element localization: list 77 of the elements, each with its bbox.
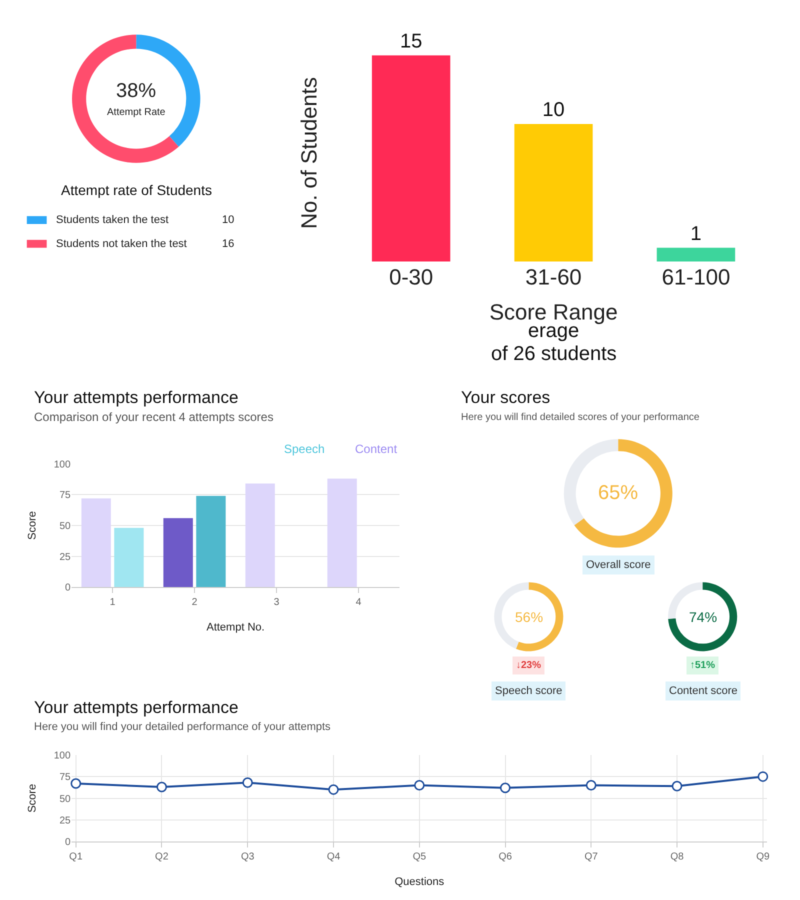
y-tick-label: 0 xyxy=(65,837,71,848)
x-tick-label: 0-30 xyxy=(389,264,434,290)
x-tick-label: Q7 xyxy=(584,852,598,863)
chart-subtitle: Here you will find your detailed performance of your attempts xyxy=(34,721,332,733)
y-tick-label: 75 xyxy=(59,490,71,502)
text: of 26 students xyxy=(491,343,617,365)
y-tick-label: 75 xyxy=(59,772,71,784)
donut-slice xyxy=(72,34,179,163)
bar xyxy=(163,518,193,588)
x-tick-label: 4 xyxy=(356,597,362,608)
bar xyxy=(196,496,226,588)
y-tick-label: 0 xyxy=(65,582,71,594)
data-label: 15 xyxy=(400,30,422,52)
point xyxy=(672,780,682,792)
point xyxy=(414,780,425,791)
text: ↑51% xyxy=(690,660,716,671)
x-axis-title: Attempt No. xyxy=(206,621,265,634)
y-axis-title: Score xyxy=(26,511,39,540)
bar xyxy=(114,528,144,588)
chart-title: Your attempts performance xyxy=(34,388,238,407)
point xyxy=(758,771,768,782)
legend-label: Students taken the test xyxy=(56,214,169,226)
y-tick-label: 50 xyxy=(59,794,71,805)
x-tick-label: 1 xyxy=(110,597,116,608)
bar xyxy=(327,478,357,588)
chart-title: Your attempts performance xyxy=(34,698,238,717)
y-tick-label: 25 xyxy=(59,815,71,826)
text: 56% xyxy=(515,609,544,625)
x-tick-label: Q3 xyxy=(240,852,255,863)
chart-title: Your scores xyxy=(461,388,550,407)
text: Speech xyxy=(284,442,325,456)
data-label: 16 xyxy=(222,238,234,250)
x-tick-label: Q6 xyxy=(498,852,512,863)
y-tick-label: 25 xyxy=(59,552,71,563)
y-tick-label: 100 xyxy=(54,459,71,470)
series-label: Content xyxy=(355,442,398,456)
y-tick-label: 50 xyxy=(59,520,71,532)
donut-slice xyxy=(516,582,564,652)
text: Overall score xyxy=(586,559,651,571)
chart-subtitle: Here you will find detailed scores of your performance xyxy=(461,412,700,423)
point xyxy=(242,777,253,788)
x-tick-label: Q2 xyxy=(155,852,169,863)
x-axis-title: Questions xyxy=(394,876,445,888)
point xyxy=(328,784,339,795)
x-tick-label: Q9 xyxy=(756,852,770,863)
donut-slice xyxy=(668,582,738,652)
point xyxy=(156,782,167,792)
text: 38% xyxy=(116,80,156,102)
text: 65% xyxy=(598,482,638,504)
text: Attempt rate of Students xyxy=(61,182,212,198)
x-tick-label: Q5 xyxy=(412,852,426,863)
text: Content score xyxy=(669,685,738,697)
point xyxy=(586,780,596,791)
point xyxy=(70,778,82,789)
y-tick-label: 100 xyxy=(54,750,71,762)
bar xyxy=(245,484,275,588)
bar xyxy=(81,498,111,588)
x-tick-label: Q4 xyxy=(326,852,341,863)
data-label: 10 xyxy=(542,99,565,122)
x-tick-label: 61-100 xyxy=(662,264,730,290)
y-axis-title: No. of Students xyxy=(296,77,322,229)
y-axis-title: Score xyxy=(26,784,39,813)
x-tick-label: 3 xyxy=(274,597,280,608)
data-label: 10 xyxy=(222,214,234,226)
x-tick-label: 31-60 xyxy=(525,264,582,290)
text: Speech score xyxy=(495,685,562,697)
text: 74% xyxy=(689,609,718,625)
data-label: 1 xyxy=(690,222,702,245)
donut-slice xyxy=(574,439,672,548)
point xyxy=(500,782,511,794)
text: ↓23% xyxy=(516,660,542,671)
text: Attempt Rate xyxy=(107,107,166,118)
x-tick-label: 2 xyxy=(192,597,198,608)
legend-label: Students not taken the test xyxy=(56,238,187,250)
x-tick-label: Q8 xyxy=(670,852,684,863)
x-tick-label: Q1 xyxy=(69,852,83,863)
chart-subtitle: Comparison of your recent 4 attempts scores xyxy=(34,410,274,424)
